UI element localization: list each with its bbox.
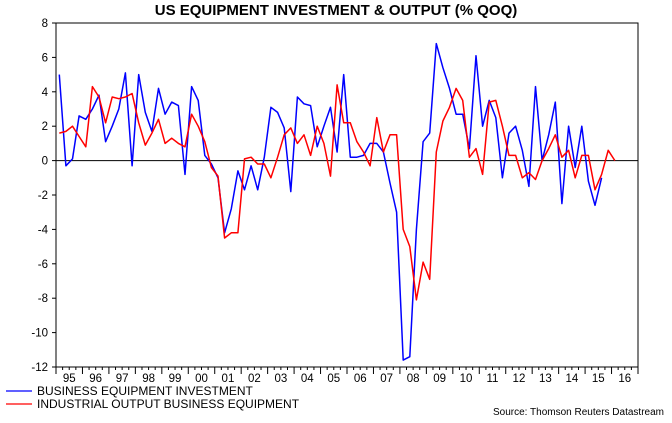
y-tick-label: -2 (38, 190, 48, 202)
y-tick-label: -8 (38, 293, 48, 305)
x-tick-label: 98 (142, 373, 155, 385)
y-tick-label: 4 (42, 87, 49, 99)
legend-label-output: INDUSTRIAL OUTPUT BUSINESS EQUIPMENT (37, 397, 300, 411)
x-tick-label: 96 (89, 373, 102, 385)
x-tick-label: 95 (63, 373, 76, 385)
series-line-investment (58, 42, 603, 361)
x-tick-label: 07 (380, 373, 393, 385)
x-tick-label: 05 (327, 373, 340, 385)
y-tick-label: -12 (31, 362, 48, 374)
x-tick-label: 01 (222, 373, 235, 385)
x-tick-label: 13 (539, 373, 552, 385)
series-line-output (59, 84, 616, 301)
x-tick-label: 11 (487, 373, 499, 385)
x-tick-label: 12 (513, 373, 526, 385)
x-tick-label: 99 (169, 373, 182, 385)
x-tick-label: 10 (460, 373, 473, 385)
x-tick-label: 08 (407, 373, 420, 385)
y-tick-label: 2 (42, 121, 48, 133)
source-note: Source: Thomson Reuters Datastream (493, 407, 664, 418)
x-tick-label: 16 (618, 373, 631, 385)
legend-label-investment: BUSINESS EQUIPMENT INVESTMENT (37, 384, 253, 398)
x-tick-label: 09 (433, 373, 446, 385)
x-tick-label: 03 (274, 373, 287, 385)
x-tick-label: 97 (116, 373, 129, 385)
legend: BUSINESS EQUIPMENT INVESTMENT INDUSTRIAL… (6, 384, 300, 411)
y-tick-label: 6 (42, 52, 48, 64)
plot-area: 8 6 4 2 0 -2 -4 -6 -8 -10 -12 95 96 97 98 99 00 01 02 03 04 0… (31, 18, 639, 385)
y-tick-label: 8 (42, 18, 48, 30)
y-tick-label: -10 (31, 328, 48, 340)
x-tick-label: 15 (592, 373, 605, 385)
plot-frame (55, 22, 639, 368)
x-tick-label: 02 (248, 373, 261, 385)
x-tick-label: 14 (565, 373, 578, 385)
x-tick-label: 04 (301, 373, 314, 385)
y-tick-label: 0 (42, 156, 48, 168)
y-tick-label: -4 (38, 224, 49, 236)
chart-title: US EQUIPMENT INVESTMENT & OUTPUT (% QOQ) (155, 2, 518, 19)
y-tick-label: -6 (38, 259, 48, 271)
x-tick-label: 00 (195, 373, 208, 385)
x-tick-label: 06 (354, 373, 367, 385)
